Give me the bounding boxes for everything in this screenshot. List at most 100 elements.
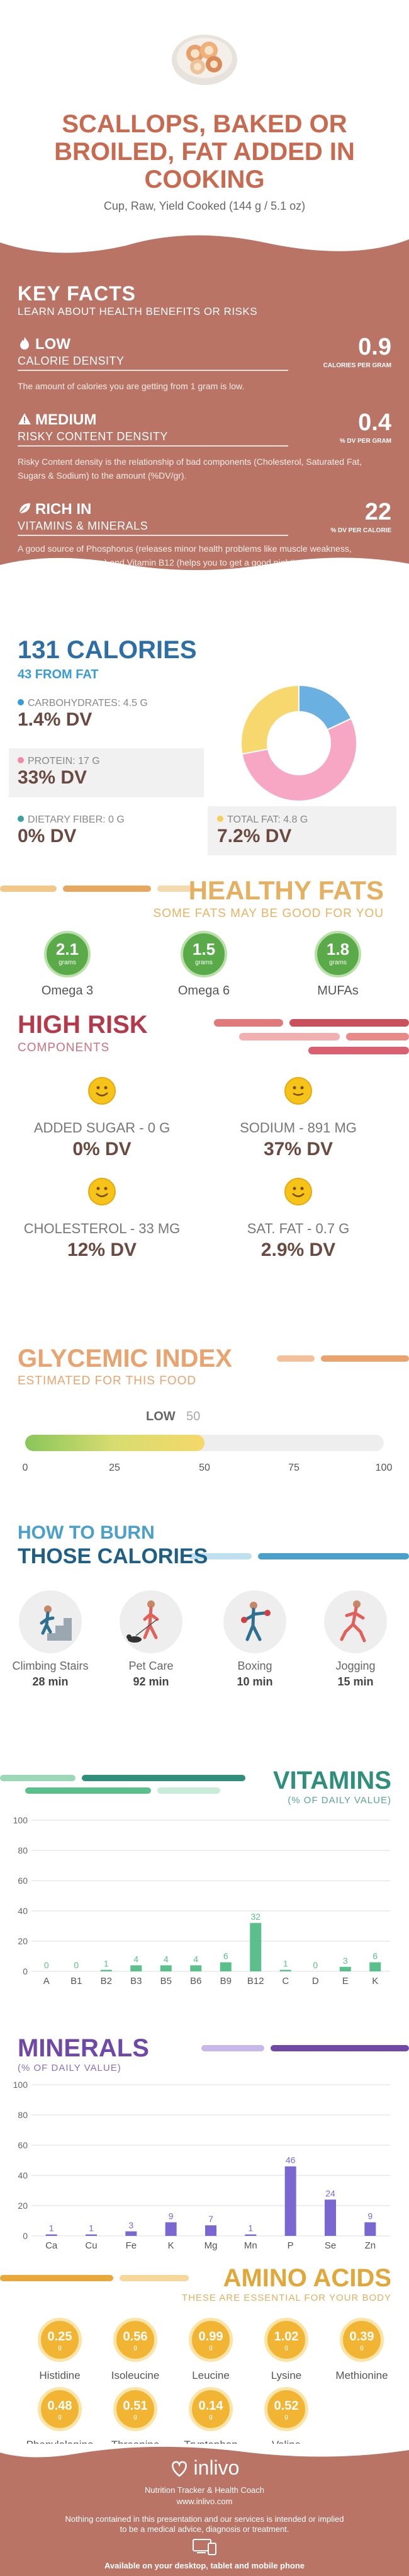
glycemic-bar — [25, 1435, 384, 1451]
dog-walk-icon — [120, 1590, 182, 1653]
heart-logo-icon — [170, 2459, 189, 2482]
amino-value: 0.52 — [274, 2399, 299, 2413]
burn-title-line2: THOSE CALORIES — [18, 1544, 208, 1568]
glycemic-title: GLYCEMIC INDEX — [18, 1345, 232, 1372]
mineral-bar-Mn — [245, 2234, 257, 2236]
carbs-label: CARBOHYDRATES: 4.5 g — [28, 698, 148, 709]
title-line-3: COOKING — [144, 166, 265, 193]
vitamin-category-label: B9 — [220, 1976, 232, 1986]
footer: inlivo Nutrition Tracker & Health Coach … — [0, 2444, 409, 2576]
vitamin-category-label: K — [372, 1976, 378, 1986]
protein-label: PROTEIN: 17 g — [28, 756, 100, 767]
macro-fat: TOTAL FAT: 4.8 g 7.2% DV — [217, 814, 308, 847]
amino-value: 0.99 — [198, 2330, 223, 2344]
fats-stripe-decor — [0, 886, 195, 892]
smiley-icon — [284, 1077, 312, 1105]
vitamin-value-label: 6 — [223, 1951, 228, 1961]
mineral-value-label: 9 — [367, 2211, 373, 2221]
mineral-value-label: 1 — [89, 2223, 94, 2233]
calories-title: 131 CALORIES — [18, 636, 197, 664]
mufas-label: MUFAs — [317, 984, 359, 998]
carbs-dot — [18, 699, 24, 705]
vitamins-minerals-unit: % DV PER CALORIE — [330, 527, 391, 534]
footer-tagline: Nutrition Tracker & Health Coach — [144, 2485, 265, 2495]
amino-label: Methionine — [335, 2369, 388, 2381]
vitamin-category-label: D — [312, 1976, 319, 1986]
brand-name: inlivo — [193, 2456, 240, 2479]
macro-label: DIETARY FIBER: 0 g — [18, 814, 125, 826]
level-text: LOW — [35, 336, 70, 353]
amino-label: Leucine — [192, 2369, 230, 2381]
mineral-value-label: 1 — [248, 2223, 253, 2233]
vitamin-value-label: 4 — [164, 1954, 169, 1964]
vitamin-value-label: 6 — [373, 1951, 378, 1961]
amino-unit: g — [133, 2344, 137, 2351]
vitamins-minerals-value: 22 — [364, 499, 391, 525]
mineral-ytick: 60 — [18, 2140, 28, 2150]
wave-divider — [0, 2444, 409, 2458]
sat-fat-value: 2.9% DV — [261, 1240, 336, 1260]
omega6-label: Omega 6 — [177, 984, 230, 998]
mineral-category-label: Se — [325, 2240, 336, 2251]
glycemic-bar-fill — [25, 1435, 204, 1451]
amino-value: 0.39 — [349, 2330, 374, 2344]
vitamin-value-label: 4 — [133, 1954, 138, 1964]
wave-divider — [0, 557, 409, 576]
amino-unit: g — [58, 2344, 62, 2351]
amino-subtitle: THESE ARE ESSENTIAL FOR YOUR BODY — [181, 2293, 391, 2303]
glycemic-value: 50 — [186, 1410, 201, 1423]
amino-circle-phenylalanine: 0.48 g — [38, 2387, 82, 2431]
vitamin-bar-C — [279, 1969, 291, 1971]
key-facts-section: KEY FACTS LEARN ABOUT HEALTH BENEFITS OR… — [0, 224, 409, 576]
boxing-minutes: 10 min — [237, 1675, 273, 1688]
stairs-label: Climbing Stairs — [12, 1660, 89, 1672]
amino-unit: g — [209, 2344, 213, 2351]
minerals-stripe-decor — [201, 2045, 409, 2051]
header-section: SCALLOPS, BAKED OR BROILED, FAT ADDED IN… — [0, 0, 409, 212]
mineral-ytick: 100 — [13, 2080, 28, 2090]
pet-care-minutes: 92 min — [133, 1675, 169, 1688]
mineral-bar-K — [165, 2222, 177, 2236]
sat-fat-label: SAT. FAT - 0.7 g — [247, 1221, 350, 1236]
footer-url[interactable]: www.inlivo.com — [176, 2497, 233, 2506]
stairs-icon — [19, 1590, 82, 1653]
carbs-value: 1.4% DV — [18, 709, 92, 730]
devices-icon — [193, 2539, 216, 2555]
macro-label: PROTEIN: 17 g — [18, 756, 100, 767]
mineral-category-label: Mg — [204, 2240, 218, 2251]
calorie-density-unit: CALORIES PER GRAM — [323, 362, 391, 369]
mineral-bar-Mg — [205, 2225, 216, 2236]
mineral-category-label: P — [288, 2240, 294, 2251]
mineral-bar-Zn — [364, 2222, 376, 2236]
vitamin-category-label: B5 — [160, 1976, 172, 1986]
vitamin-category-label: B6 — [190, 1976, 201, 1986]
mineral-category-label: Mn — [244, 2240, 257, 2251]
vitamin-category-label: B2 — [101, 1976, 112, 1986]
vitamins-subtitle: (% OF DAILY VALUE) — [288, 1795, 391, 1806]
mineral-ytick: 40 — [18, 2170, 28, 2180]
macro-protein: PROTEIN: 17 g 33% DV — [18, 756, 100, 789]
vitamin-bar-B9 — [220, 1962, 232, 1971]
amino-unit: g — [360, 2344, 364, 2351]
healthy-fats-subtitle: SOME FATS MAY BE GOOD FOR YOU — [153, 907, 384, 920]
protein-value: 33% DV — [18, 767, 87, 788]
mineral-value-label: 7 — [208, 2214, 213, 2224]
gi-tick-50: 50 — [199, 1462, 210, 1473]
page-title: SCALLOPS, BAKED OR BROILED, FAT ADDED IN… — [25, 110, 384, 193]
cholesterol-value: 12% DV — [67, 1240, 137, 1260]
vitamin-category-label: C — [282, 1976, 289, 1986]
risky-content-unit: % DV PER GRAM — [339, 438, 391, 445]
brand-logo[interactable]: inlivo — [0, 2456, 409, 2482]
fat-value: 7.2% DV — [217, 826, 292, 846]
glycemic-subtitle: ESTIMATED FOR THIS FOOD — [18, 1374, 197, 1388]
high-risk-subtitle: COMPONENTS — [18, 1041, 110, 1054]
mineral-ytick: 0 — [23, 2231, 28, 2241]
vitamin-value-label: 32 — [250, 1912, 261, 1922]
amino-unit: g — [284, 2344, 288, 2351]
amino-unit: g — [284, 2414, 288, 2420]
calorie-density-value: 0.9 — [358, 334, 391, 360]
key-facts-title: KEY FACTS — [18, 282, 136, 305]
amino-circle-methionine: 0.39 g — [340, 2318, 384, 2362]
risk-stripe-decor — [214, 1019, 409, 1054]
amino-stripe-decor — [0, 2275, 189, 2281]
